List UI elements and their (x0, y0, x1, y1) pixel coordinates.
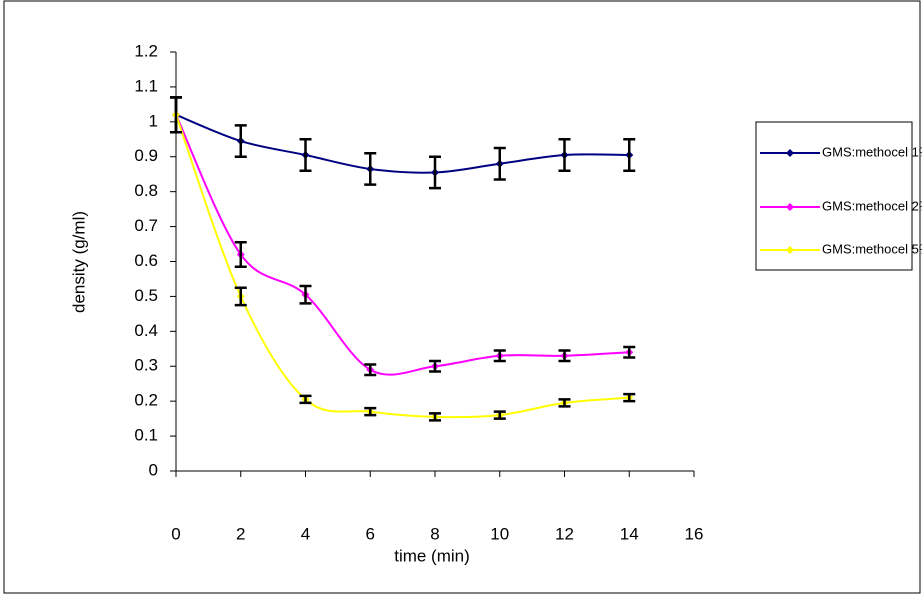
x-tick-label: 6 (366, 524, 375, 543)
error-bar (170, 96, 182, 134)
legend-label: GMS:methocel 2% (822, 198, 922, 213)
x-tick-label: 16 (685, 524, 704, 543)
error-bar (429, 359, 441, 373)
y-tick-label: 0.3 (134, 356, 158, 375)
series-line (175, 114, 630, 376)
error-bar (299, 394, 312, 405)
error-bar (234, 286, 247, 307)
chart-border (3, 0, 921, 594)
error-bar (299, 138, 312, 172)
y-tick-label: 0.6 (134, 251, 158, 270)
x-tick-label: 12 (555, 524, 574, 543)
error-bar (364, 406, 377, 417)
error-bar (234, 241, 247, 268)
error-bar (558, 398, 571, 408)
x-tick-label: 4 (301, 524, 310, 543)
x-tick-label: 14 (620, 524, 639, 543)
y-tick-label: 0 (149, 460, 158, 479)
legend-marker (786, 246, 794, 254)
y-tick-label: 0.8 (134, 181, 158, 200)
legend-label: GMS:methocel 1% (822, 144, 922, 159)
legend-label: GMS:methocel 5% (822, 241, 922, 256)
y-tick-label: 0.7 (134, 216, 158, 235)
error-bar (558, 349, 571, 363)
error-bar (299, 284, 312, 305)
x-tick-label: 8 (430, 524, 439, 543)
y-tick-label: 0.5 (134, 286, 158, 305)
y-tick-label: 0.2 (134, 391, 158, 410)
error-bar (493, 349, 506, 363)
error-bar (234, 124, 247, 158)
error-bar (429, 155, 441, 190)
y-tick-label: 0.4 (134, 321, 158, 340)
y-axis-label: density (g/ml) (69, 211, 88, 313)
y-tick-label: 1.2 (134, 41, 158, 60)
x-axis-label: time (min) (394, 546, 470, 565)
series-line (175, 113, 630, 174)
error-bar (493, 146, 506, 181)
error-bar (364, 152, 377, 186)
error-bar (493, 410, 506, 420)
error-bar (623, 138, 636, 172)
x-tick-label: 2 (236, 524, 245, 543)
legend-box (755, 121, 913, 271)
legend-marker (786, 149, 794, 157)
y-tick-label: 0.9 (134, 146, 158, 165)
legend-marker (786, 203, 794, 211)
error-bar (364, 363, 377, 377)
error-bar (623, 392, 636, 403)
x-tick-label: 0 (171, 524, 180, 543)
error-bar (623, 345, 636, 359)
y-tick-label: 0.1 (134, 426, 158, 445)
y-tick-label: 1.1 (134, 76, 158, 95)
x-tick-label: 10 (490, 524, 509, 543)
error-bar (429, 412, 441, 422)
error-bar (558, 138, 571, 172)
y-tick-label: 1 (149, 111, 158, 130)
